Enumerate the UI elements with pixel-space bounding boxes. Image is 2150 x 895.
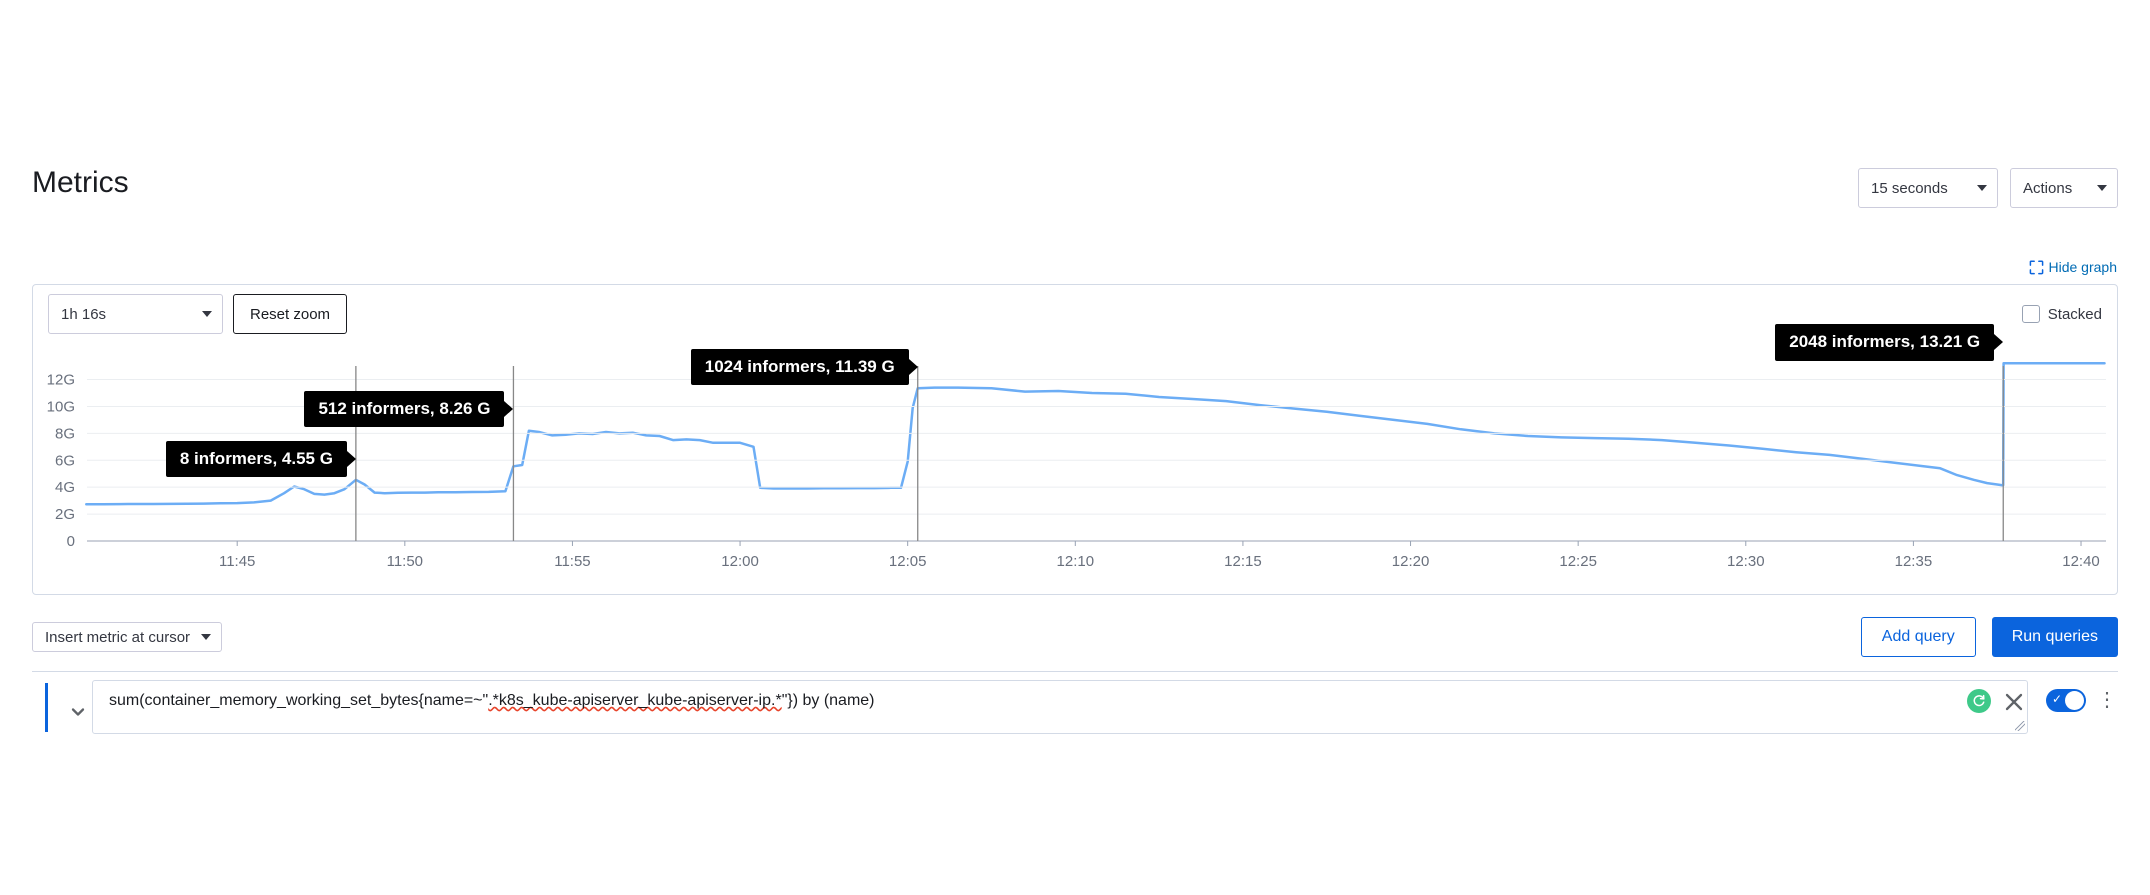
svg-text:12:35: 12:35 xyxy=(1895,553,1933,570)
svg-text:4G: 4G xyxy=(55,479,75,496)
svg-text:0: 0 xyxy=(67,533,75,550)
svg-text:12:15: 12:15 xyxy=(1224,553,1262,570)
svg-text:2G: 2G xyxy=(55,506,75,523)
svg-text:11:50: 11:50 xyxy=(387,553,423,570)
svg-text:12:30: 12:30 xyxy=(1727,553,1765,570)
svg-text:10G: 10G xyxy=(47,398,75,415)
svg-text:12:00: 12:00 xyxy=(721,553,759,570)
svg-text:11:45: 11:45 xyxy=(219,553,255,570)
svg-text:8G: 8G xyxy=(55,425,75,442)
svg-text:11:55: 11:55 xyxy=(554,553,590,570)
svg-text:12G: 12G xyxy=(47,372,75,389)
svg-text:6G: 6G xyxy=(55,452,75,469)
svg-text:12:20: 12:20 xyxy=(1392,553,1430,570)
svg-text:12:10: 12:10 xyxy=(1057,553,1095,570)
svg-text:12:05: 12:05 xyxy=(889,553,927,570)
svg-text:12:40: 12:40 xyxy=(2062,553,2100,570)
svg-text:12:25: 12:25 xyxy=(1559,553,1597,570)
